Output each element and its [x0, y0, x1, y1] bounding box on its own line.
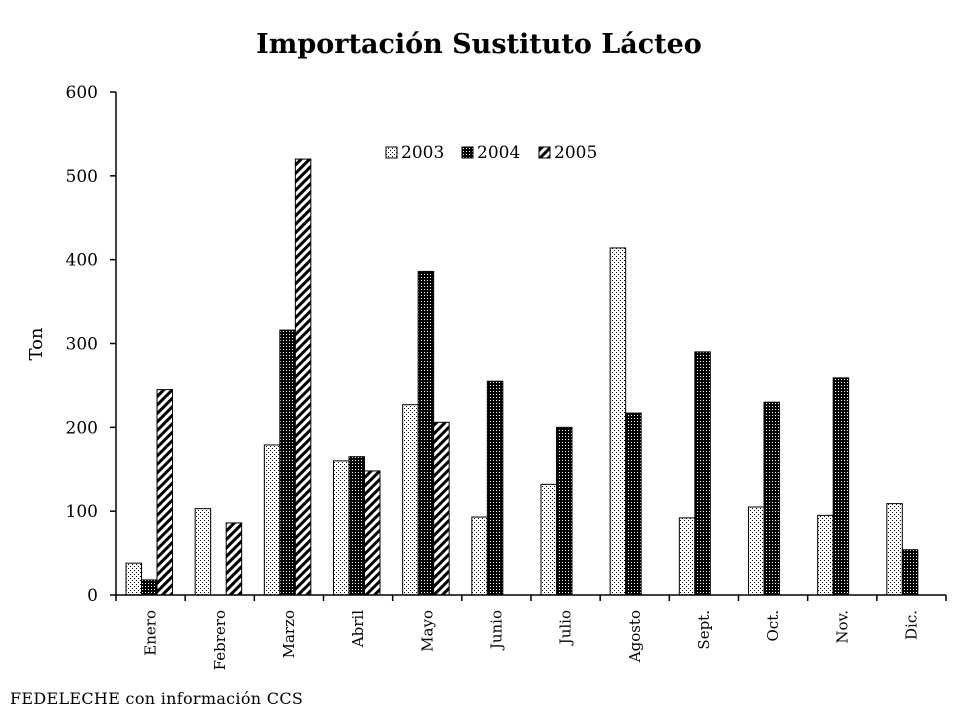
- bar-2004-3: [348, 456, 365, 596]
- bar-2003-0: [125, 562, 142, 596]
- bar-2004-2: [279, 329, 296, 596]
- bar-2004-9: [763, 401, 780, 596]
- bar-2004-0: [141, 579, 158, 596]
- bar-2005-4: [433, 421, 450, 596]
- bar-2003-10: [817, 514, 834, 596]
- x-tick-label: Abril: [349, 610, 367, 648]
- bar-2004-5: [486, 380, 504, 596]
- y-tick-label: 500: [66, 167, 98, 187]
- y-tick-label: 100: [66, 502, 98, 522]
- bar-2005-2: [294, 158, 312, 596]
- bar-2003-1: [194, 508, 212, 596]
- y-tick-label: 400: [66, 251, 98, 271]
- x-tick-label: Agosto: [626, 610, 644, 663]
- bar-2005-3: [364, 470, 381, 596]
- bar-2003-6: [540, 483, 557, 596]
- bar-2003-2: [263, 444, 281, 596]
- x-tick-label: Dic.: [902, 610, 920, 640]
- x-tick-label: Nov.: [833, 610, 851, 644]
- y-axis-label: Ton: [26, 327, 47, 360]
- bar-2005-1: [225, 522, 243, 596]
- bar-2003-11: [886, 503, 903, 596]
- y-tick-label: 200: [66, 418, 98, 438]
- bars: [125, 158, 919, 596]
- y-tick-label: 300: [66, 335, 98, 355]
- bar-2003-4: [402, 404, 419, 596]
- legend-label: 2003: [401, 143, 444, 163]
- y-tick-label: 600: [66, 83, 98, 103]
- bar-2003-8: [678, 517, 696, 596]
- x-axis: Enero Febrero Marzo Abril Mayo Junio Julio Agos…: [115, 595, 947, 670]
- bar-2004-10: [832, 377, 850, 596]
- source-note: FEDELECHE con información CCS: [10, 689, 304, 708]
- y-axis: 0 100 200 300 400 500 600: [66, 83, 116, 606]
- bar-2005-0: [156, 389, 173, 596]
- bar-2004-4: [417, 270, 435, 596]
- x-tick-label: Julio: [557, 610, 575, 646]
- bar-2003-9: [748, 506, 765, 596]
- x-tick-label: Mayo: [418, 610, 436, 652]
- y-tick-label: 0: [87, 586, 98, 606]
- x-tick-label: Sept.: [695, 610, 713, 650]
- bar-2003-3: [333, 460, 350, 596]
- bar-2004-8: [694, 351, 711, 596]
- legend-label: 2005: [554, 143, 597, 163]
- legend-label: 2004: [477, 143, 520, 163]
- bar-2004-6: [556, 426, 573, 596]
- bar-2004-7: [625, 412, 642, 596]
- bar-2003-7: [609, 247, 627, 596]
- legend: 2003 2004 2005: [385, 143, 597, 163]
- legend-swatch-2003: [385, 146, 398, 159]
- bar-2003-5: [471, 516, 488, 596]
- x-tick-label: Enero: [142, 610, 160, 656]
- bar-2004-11: [901, 549, 919, 596]
- legend-swatch-2004: [461, 146, 474, 159]
- x-tick-label: Junio: [487, 610, 505, 651]
- chart-title: Importación Sustituto Lácteo: [256, 29, 702, 60]
- x-tick-label: Marzo: [280, 610, 298, 658]
- x-tick-label: Oct.: [764, 610, 782, 642]
- x-tick-label: Febrero: [211, 610, 229, 670]
- legend-swatch-2005: [538, 146, 551, 159]
